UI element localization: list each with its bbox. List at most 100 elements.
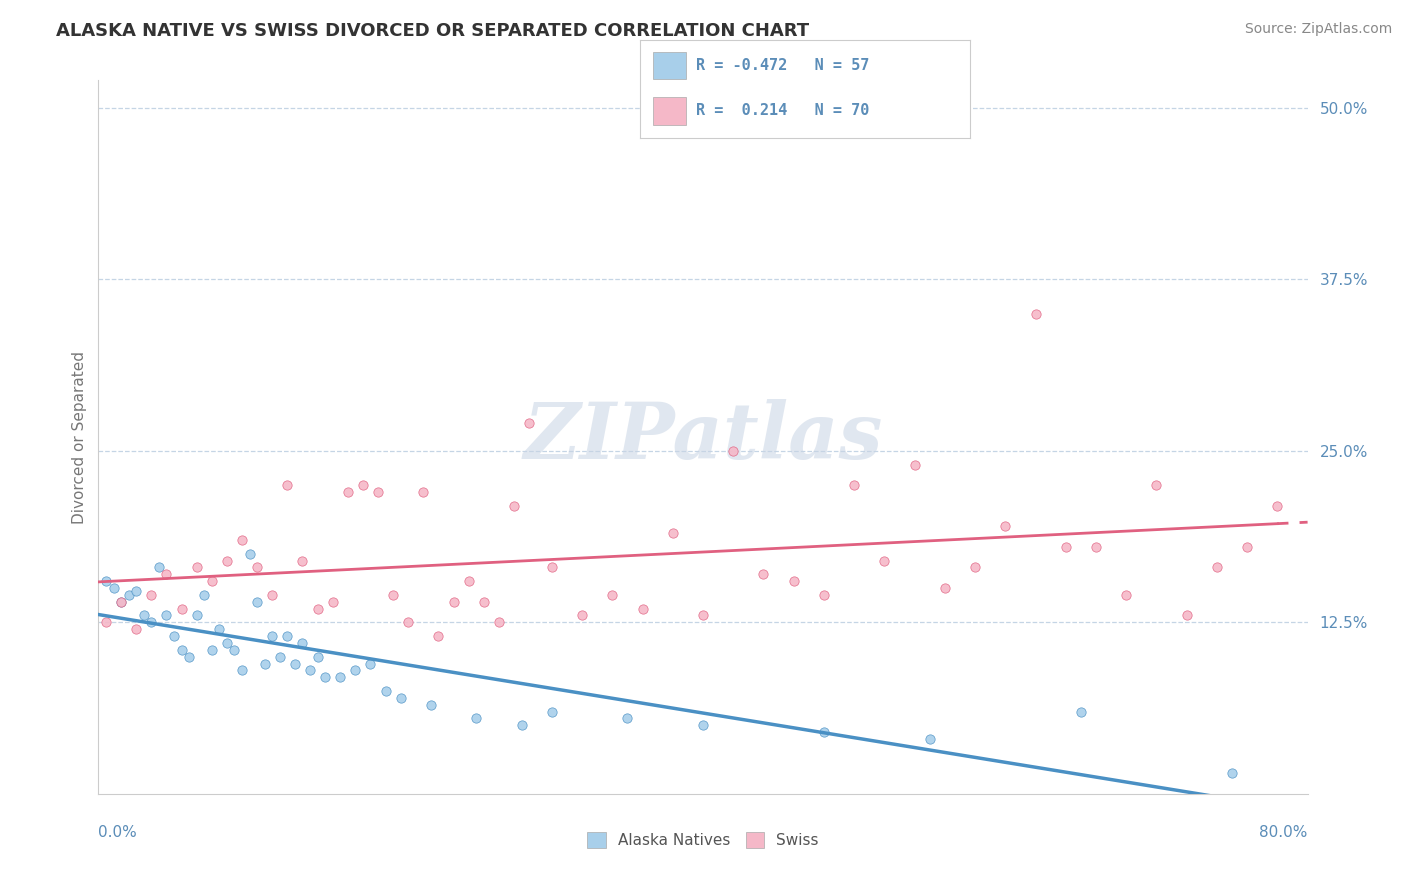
Point — [1236, 540, 1258, 554]
Point — [103, 581, 125, 595]
Point — [299, 664, 322, 678]
Point — [965, 560, 987, 574]
Point — [503, 499, 526, 513]
Point — [125, 583, 148, 598]
Point — [517, 417, 540, 431]
Point — [904, 458, 927, 472]
Point — [291, 553, 314, 567]
Point — [262, 588, 284, 602]
Point — [186, 608, 208, 623]
Point — [1054, 540, 1077, 554]
Point — [1206, 560, 1229, 574]
Legend: Alaska Natives, Swiss: Alaska Natives, Swiss — [581, 826, 825, 854]
Point — [541, 560, 564, 574]
Point — [662, 526, 685, 541]
Point — [179, 649, 201, 664]
Point — [336, 485, 359, 500]
Point — [412, 485, 434, 500]
Point — [125, 622, 148, 636]
Point — [269, 649, 291, 664]
Point — [110, 595, 132, 609]
Point — [813, 725, 835, 739]
Point — [389, 690, 412, 705]
Point — [844, 478, 866, 492]
Point — [307, 649, 329, 664]
Point — [994, 519, 1017, 533]
Point — [367, 485, 389, 500]
Point — [1085, 540, 1108, 554]
Point — [224, 642, 246, 657]
Point — [752, 567, 775, 582]
Point — [692, 718, 714, 732]
Point — [291, 636, 314, 650]
Point — [322, 595, 344, 609]
Point — [284, 657, 307, 671]
Point — [141, 588, 163, 602]
Text: ZIPatlas: ZIPatlas — [523, 399, 883, 475]
Point — [170, 601, 193, 615]
Point — [94, 574, 117, 589]
FancyBboxPatch shape — [652, 97, 686, 125]
Point — [465, 711, 488, 725]
Point — [443, 595, 465, 609]
Point — [541, 705, 564, 719]
Point — [155, 567, 177, 582]
Point — [510, 718, 533, 732]
Point — [352, 478, 374, 492]
Point — [631, 601, 654, 615]
FancyBboxPatch shape — [652, 52, 686, 79]
Point — [1024, 307, 1046, 321]
Point — [472, 595, 495, 609]
Point — [141, 615, 163, 630]
Point — [148, 560, 170, 574]
Point — [360, 657, 382, 671]
Point — [934, 581, 956, 595]
Point — [253, 657, 276, 671]
Point — [396, 615, 419, 630]
Point — [457, 574, 479, 589]
Point — [602, 588, 624, 602]
Point — [155, 608, 177, 623]
Point — [186, 560, 208, 574]
Point — [420, 698, 443, 712]
Point — [1267, 499, 1289, 513]
Text: Source: ZipAtlas.com: Source: ZipAtlas.com — [1244, 22, 1392, 37]
Point — [1115, 588, 1137, 602]
Point — [616, 711, 638, 725]
Point — [571, 608, 593, 623]
Point — [329, 670, 352, 684]
Y-axis label: Divorced or Separated: Divorced or Separated — [72, 351, 87, 524]
Point — [276, 629, 298, 643]
Point — [132, 608, 155, 623]
Point — [723, 443, 745, 458]
Point — [1146, 478, 1168, 492]
Point — [1175, 608, 1198, 623]
Point — [231, 664, 253, 678]
Point — [193, 588, 215, 602]
Point — [276, 478, 298, 492]
Point — [201, 574, 224, 589]
Point — [215, 636, 238, 650]
Point — [783, 574, 806, 589]
Point — [344, 664, 367, 678]
Text: 80.0%: 80.0% — [1260, 825, 1308, 840]
Point — [201, 642, 224, 657]
Point — [1070, 705, 1092, 719]
Point — [314, 670, 336, 684]
Point — [692, 608, 714, 623]
Point — [374, 684, 396, 698]
Point — [873, 553, 896, 567]
Text: ALASKA NATIVE VS SWISS DIVORCED OR SEPARATED CORRELATION CHART: ALASKA NATIVE VS SWISS DIVORCED OR SEPAR… — [56, 22, 810, 40]
Point — [110, 595, 132, 609]
Point — [246, 560, 269, 574]
Point — [1220, 766, 1243, 780]
Point — [208, 622, 231, 636]
Point — [382, 588, 405, 602]
Point — [239, 547, 262, 561]
Text: R =  0.214   N = 70: R = 0.214 N = 70 — [696, 103, 869, 119]
Text: R = -0.472   N = 57: R = -0.472 N = 57 — [696, 58, 869, 73]
Point — [118, 588, 141, 602]
Point — [918, 731, 941, 746]
Point — [427, 629, 450, 643]
Point — [262, 629, 284, 643]
